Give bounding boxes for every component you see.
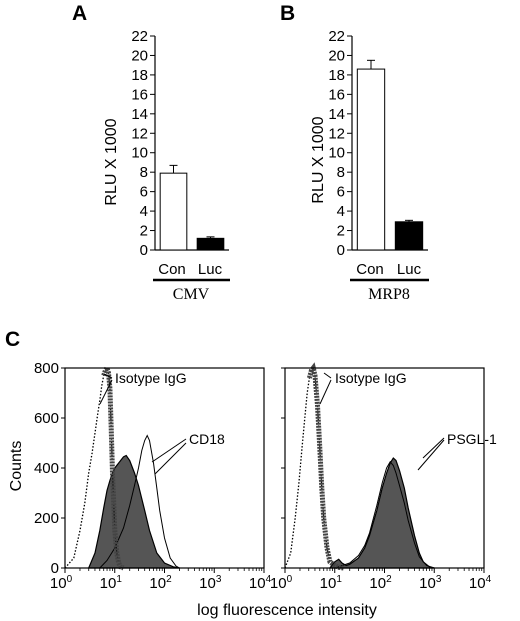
x-tick-label-right: 101 xyxy=(320,574,343,592)
histogram-left xyxy=(64,362,180,571)
y-tick-label-b: 2 xyxy=(337,223,345,240)
x-tick-label-right: 100 xyxy=(270,574,293,592)
y-tick-label-counts: 0 xyxy=(51,560,59,577)
y-tick-label-b: 4 xyxy=(337,203,345,220)
annotation-cd18: CD18 xyxy=(189,431,225,447)
y-tick-label-counts: 600 xyxy=(34,410,59,427)
y-tick-label-counts: 200 xyxy=(34,510,59,527)
bars-b xyxy=(356,59,424,251)
y-tick-label-b: 14 xyxy=(328,106,345,123)
bar-con-b xyxy=(356,68,386,251)
y-tick-label-b: 20 xyxy=(328,47,345,64)
y-tick-label-a: 16 xyxy=(131,86,148,103)
pointer-isotype-right-2 xyxy=(319,379,332,405)
y-tick-label-a: 14 xyxy=(131,106,148,123)
group-label-cmv: CMV xyxy=(173,286,210,303)
annotation-isotype-left: Isotype IgG xyxy=(115,370,187,386)
bar-chart-b: RLU X 1000 0 2 4 6 8 10 12 14 16 18 20 22 Con Luc M… xyxy=(310,28,429,303)
y-tick-label-a: 2 xyxy=(140,223,148,240)
category-label-luc-b: Luc xyxy=(397,261,422,278)
y-tick-label-b: 16 xyxy=(328,86,345,103)
bar-luc-b xyxy=(394,221,424,251)
y-tick-label-b: 0 xyxy=(337,242,345,259)
y-tick-label-a: 18 xyxy=(131,67,148,84)
y-tick-label-a: 22 xyxy=(131,28,148,45)
bar-con-a xyxy=(159,172,188,251)
category-label-luc-a: Luc xyxy=(198,261,223,278)
y-tick-label-a: 10 xyxy=(131,145,148,162)
x-tick-label-left: 101 xyxy=(100,574,123,592)
annotation-psgl1: PSGL-1 xyxy=(447,431,497,447)
panel-letter-c: C xyxy=(5,328,20,351)
histogram-open-left xyxy=(99,434,180,569)
panel-letter-b: B xyxy=(280,2,295,25)
pointer-isotype-right-1 xyxy=(323,372,332,379)
y-tick-label-counts: 400 xyxy=(34,460,59,477)
y-axis-label-counts: Counts xyxy=(8,441,25,492)
histogram-isotype-band-right xyxy=(306,362,344,571)
x-axis-label-fluorescence: log fluorescence intensity xyxy=(197,602,377,619)
histogram-stained-left xyxy=(87,454,180,569)
y-tick-label-a: 8 xyxy=(140,164,148,181)
pointer-psgl1-2 xyxy=(417,439,445,471)
y-tick-label-b: 22 xyxy=(328,28,345,45)
group-label-mrp8: MRP8 xyxy=(368,286,410,303)
y-tick-label-b: 6 xyxy=(337,184,345,201)
annotation-isotype-right: Isotype IgG xyxy=(335,370,407,386)
y-axis-ticks-b: 0 2 4 6 8 10 12 14 16 18 20 22 xyxy=(328,28,428,259)
y-axis-label-b: RLU X 1000 xyxy=(310,116,327,203)
y-tick-label-b: 18 xyxy=(328,67,345,84)
histogram-right xyxy=(284,362,435,571)
y-axis-label-a: RLU X 1000 xyxy=(103,118,120,205)
histogram-isotype-left xyxy=(64,366,124,569)
y-tick-label-a: 0 xyxy=(140,242,148,259)
pointer-psgl1-1 xyxy=(422,437,445,459)
histogram-open-right xyxy=(334,460,435,569)
pointer-isotype-left-2 xyxy=(99,379,113,405)
pointer-cd18-2 xyxy=(154,442,187,475)
x-tick-label-left: 102 xyxy=(149,574,172,592)
histogram-isotype-right xyxy=(284,366,344,569)
histogram-stained-right xyxy=(328,457,435,569)
x-tick-label-left: 103 xyxy=(199,574,222,592)
y-tick-label-b: 8 xyxy=(337,164,345,181)
category-label-con-b: Con xyxy=(356,261,384,278)
x-tick-label-right: 102 xyxy=(369,574,392,592)
bar-luc-a xyxy=(196,237,225,251)
panel-letter-a: A xyxy=(72,2,87,25)
x-tick-label-right: 103 xyxy=(419,574,442,592)
y-tick-label-counts: 800 xyxy=(34,360,59,377)
y-tick-label-b: 10 xyxy=(328,145,345,162)
bar-chart-a: RLU X 1000 0 2 4 6 8 10 12 14 16 18 20 22 Con Luc C… xyxy=(103,28,230,303)
y-axis-ticks-a: 0 2 4 6 8 10 12 14 16 18 20 22 xyxy=(131,28,229,259)
x-tick-label-left: 104 xyxy=(249,574,272,592)
category-label-con-a: Con xyxy=(158,261,186,278)
y-tick-label-a: 4 xyxy=(140,203,148,220)
bars-a xyxy=(159,164,225,251)
y-tick-label-b: 12 xyxy=(328,125,345,142)
y-tick-label-a: 12 xyxy=(131,125,148,142)
pointer-cd18-1 xyxy=(151,438,187,463)
x-tick-label-right: 104 xyxy=(469,574,492,592)
x-tick-label-left: 100 xyxy=(50,574,73,592)
y-tick-label-a: 6 xyxy=(140,184,148,201)
pointer-isotype-left-1 xyxy=(103,373,113,379)
y-tick-label-a: 20 xyxy=(131,47,148,64)
